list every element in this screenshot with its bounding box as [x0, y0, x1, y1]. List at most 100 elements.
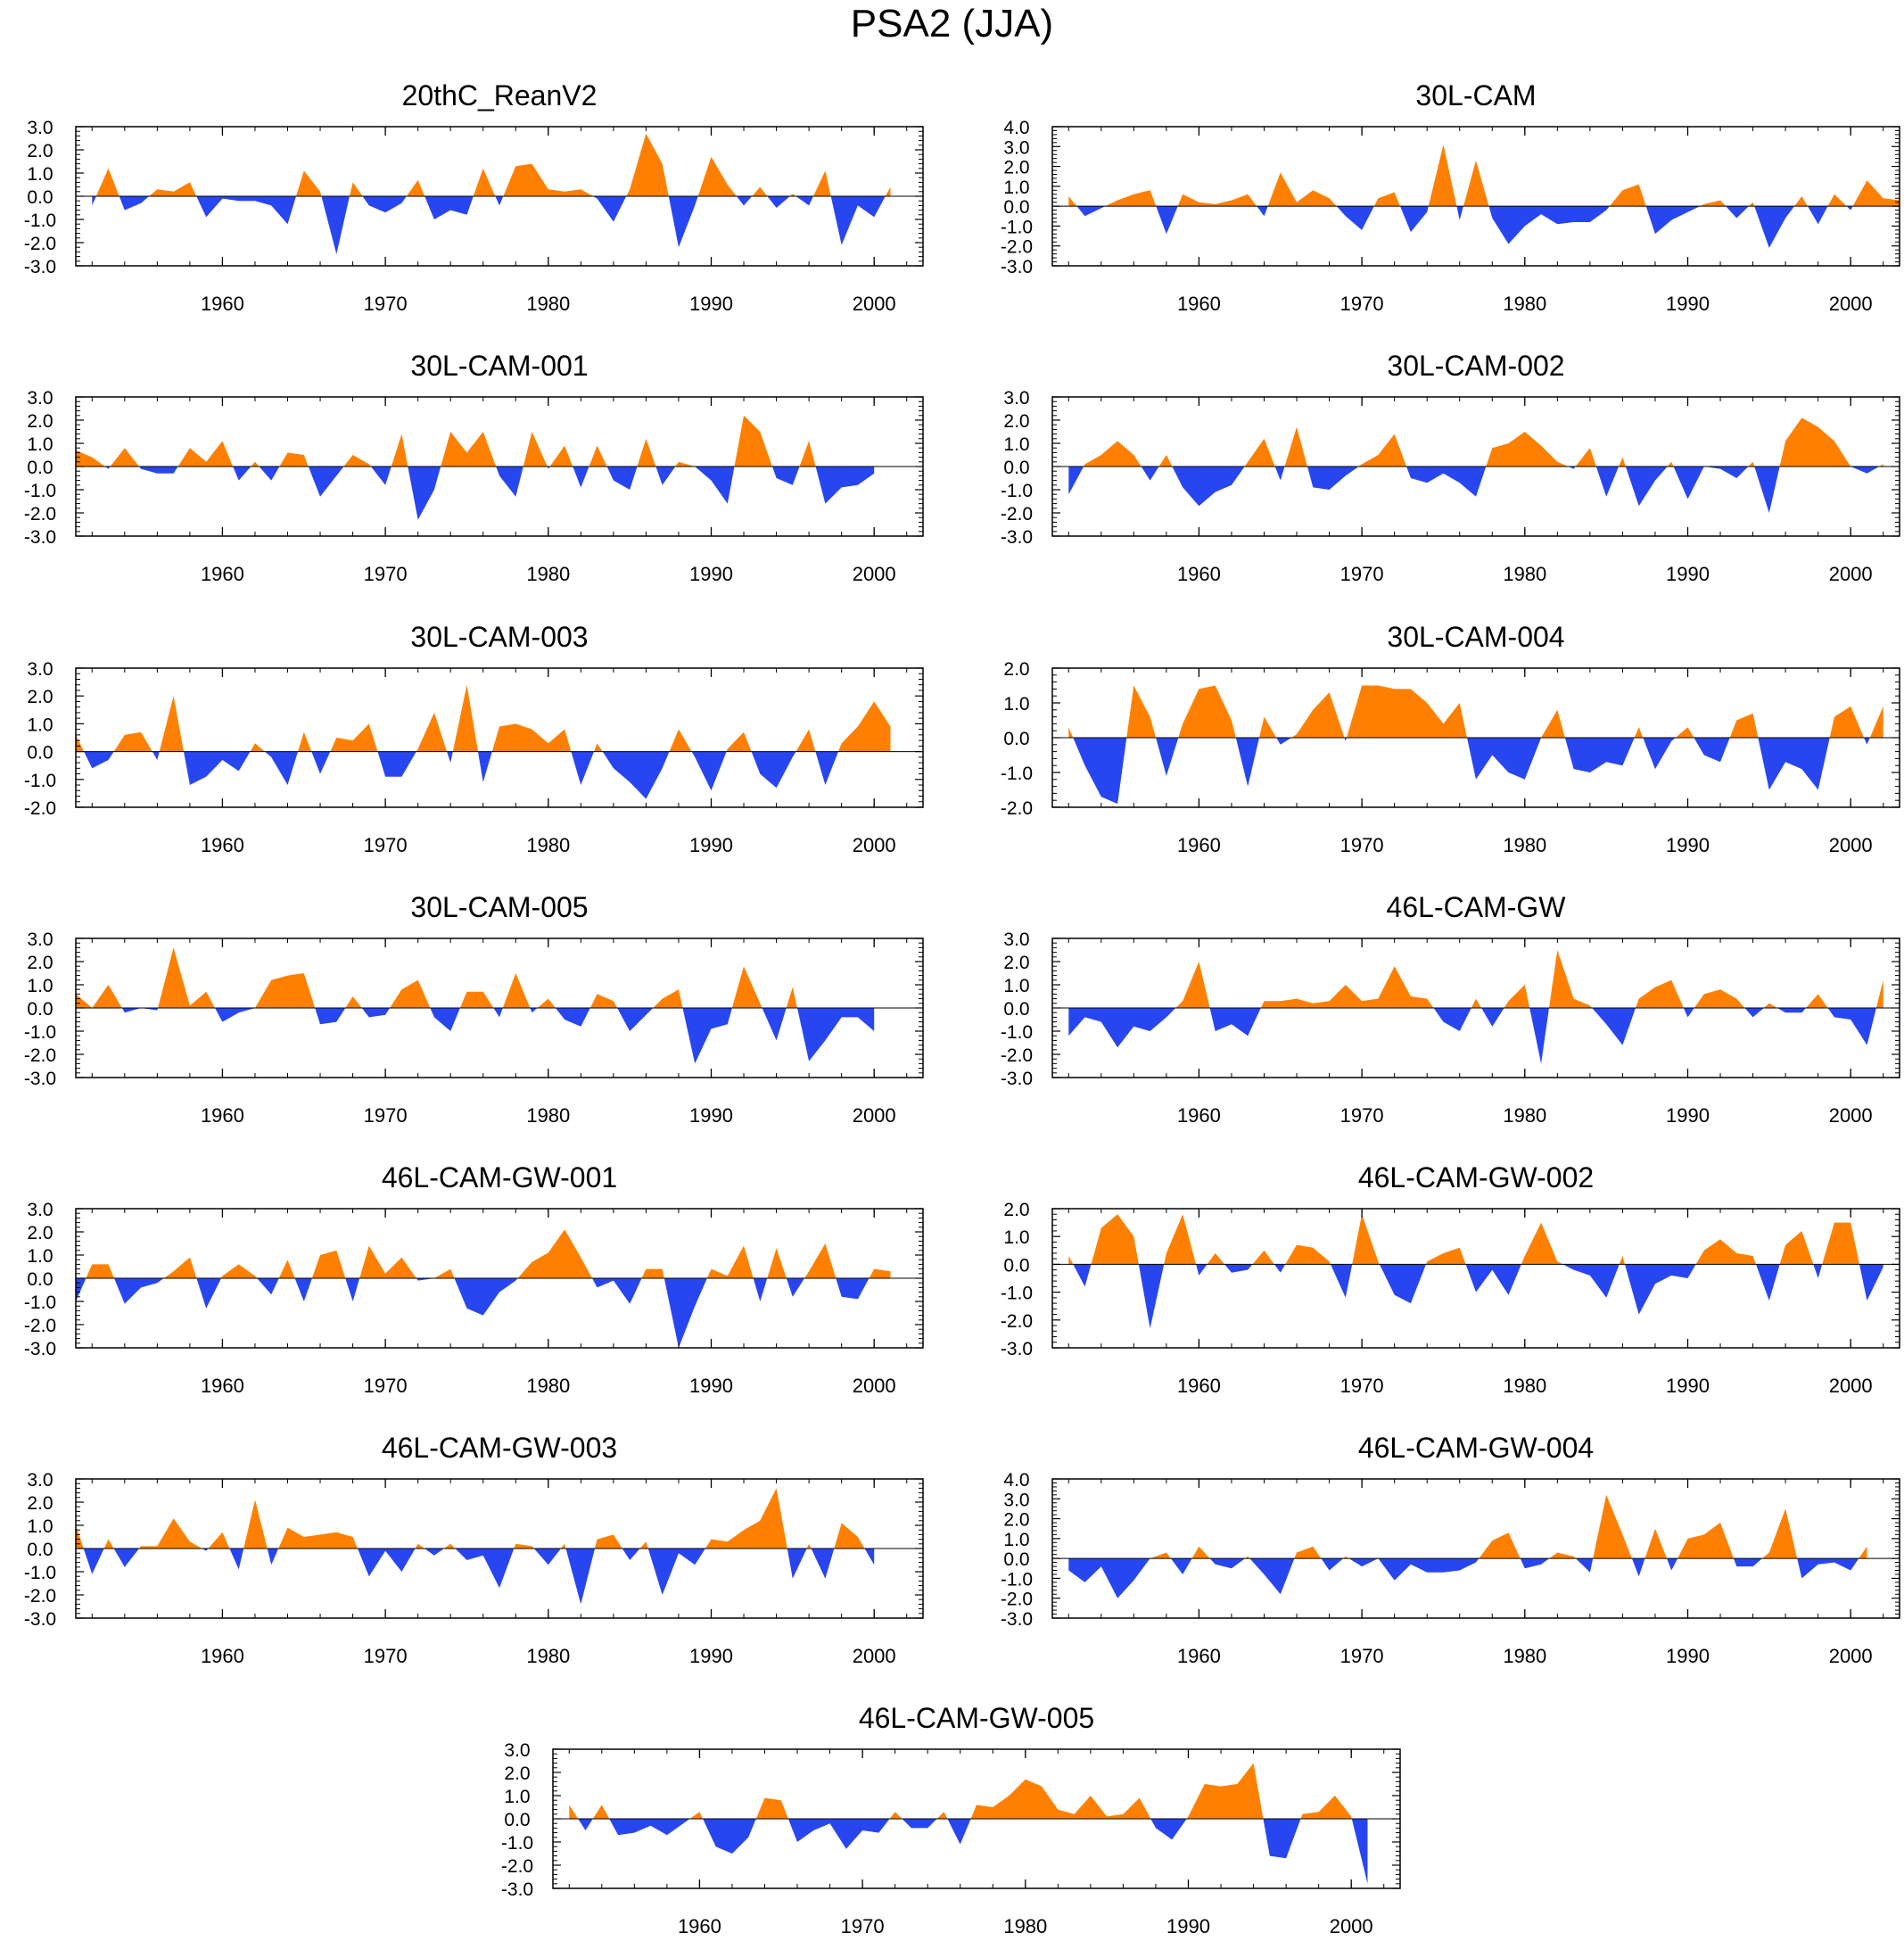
y-tick-label: 2.0 — [27, 953, 53, 973]
negative-anomaly-area — [196, 1278, 222, 1309]
positive-anomaly-area — [279, 452, 309, 467]
x-tick-label: 2000 — [1829, 1375, 1873, 1397]
negative-anomaly-area — [864, 1549, 875, 1565]
negative-anomaly-area — [315, 1008, 346, 1025]
y-tick-label: 1.0 — [1003, 434, 1029, 455]
panel-title: 30L-CAM-005 — [410, 892, 588, 923]
negative-anomaly-area — [495, 196, 504, 206]
negative-anomaly-area — [1481, 1008, 1504, 1027]
y-tick-label: -2.0 — [501, 1856, 533, 1877]
positive-anomaly-area — [159, 696, 184, 752]
negative-anomaly-area — [1273, 1264, 1286, 1273]
x-tick-label: 2000 — [1829, 1645, 1873, 1667]
x-tick-label: 1970 — [1340, 1645, 1384, 1667]
x-tick-label: 1990 — [1166, 1915, 1210, 1937]
positive-anomaly-area — [1762, 1508, 1798, 1559]
positive-anomaly-area — [163, 1257, 197, 1278]
positive-anomaly-area — [1549, 950, 1593, 1008]
negative-anomaly-area — [547, 467, 550, 469]
x-tick-label: 1960 — [201, 1375, 244, 1397]
negative-anomaly-area — [113, 1549, 139, 1567]
x-tick-label: 1960 — [201, 834, 244, 856]
negative-anomaly-area — [264, 751, 298, 785]
y-tick-label: 4.0 — [1003, 1470, 1029, 1491]
negative-anomaly-area — [1827, 1008, 1876, 1045]
negative-anomaly-area — [1141, 467, 1159, 481]
panel-title: 46L-CAM-GW — [1387, 892, 1567, 923]
positive-anomaly-area — [1636, 979, 1684, 1008]
positive-anomaly-area — [838, 701, 891, 752]
negative-anomaly-area — [1756, 1264, 1780, 1301]
y-tick-label: 0.0 — [1003, 1549, 1029, 1570]
positive-anomaly-area — [1267, 172, 1337, 207]
x-tick-label: 1990 — [689, 293, 733, 315]
x-tick-label: 1970 — [1340, 834, 1384, 856]
y-tick-label: 2.0 — [1003, 1510, 1029, 1531]
negative-anomaly-area — [622, 1549, 640, 1560]
negative-anomaly-area — [1196, 1264, 1208, 1276]
negative-anomaly-area — [753, 1278, 768, 1301]
positive-anomaly-area — [1260, 966, 1434, 1008]
negative-anomaly-area — [267, 1549, 279, 1565]
negative-anomaly-area — [947, 1819, 971, 1845]
panel-46L-CAM-GW-002: 46L-CAM-GW-002 2.0 1.0 0.0 -1.0 -2.0 -3.0 1960 1… — [1001, 1162, 1900, 1397]
x-tick-label: 1970 — [1340, 1104, 1384, 1127]
positive-anomaly-area — [537, 998, 556, 1008]
y-tick-label: -1.0 — [501, 1833, 533, 1854]
x-tick-label: 1980 — [526, 834, 570, 856]
x-tick-label: 2000 — [853, 293, 896, 315]
y-tick-label: -3.0 — [1001, 257, 1033, 277]
positive-anomaly-area — [350, 182, 363, 196]
x-tick-label: 2000 — [1330, 1915, 1373, 1937]
negative-anomaly-area — [1777, 1008, 1806, 1013]
negative-anomaly-area — [1575, 1558, 1594, 1573]
negative-anomaly-area — [362, 196, 407, 213]
positive-anomaly-area — [1763, 1003, 1777, 1008]
negative-anomaly-area — [478, 751, 492, 782]
negative-anomaly-area — [1076, 206, 1106, 217]
negative-anomaly-area — [233, 467, 251, 481]
x-tick-label: 1980 — [1003, 1915, 1047, 1937]
negative-anomaly-area — [695, 467, 735, 504]
x-tick-label: 2000 — [853, 1645, 896, 1667]
positive-anomaly-area — [595, 1534, 622, 1549]
x-tick-label: 1990 — [1666, 1645, 1710, 1667]
positive-anomaly-area — [221, 1264, 258, 1278]
negative-anomaly-area — [257, 1278, 279, 1295]
negative-anomaly-area — [1568, 467, 1576, 469]
positive-anomaly-area — [359, 1245, 416, 1278]
positive-anomaly-area — [1091, 1214, 1139, 1265]
negative-anomaly-area — [1209, 1558, 1246, 1569]
negative-anomaly-area — [815, 467, 875, 504]
y-tick-label: 0.0 — [27, 743, 53, 764]
y-tick-label: 1.0 — [27, 164, 53, 185]
y-tick-label: 0.0 — [27, 1269, 53, 1290]
positive-anomaly-area — [76, 985, 122, 1008]
positive-anomaly-area — [1150, 1552, 1171, 1559]
y-tick-label: -1.0 — [24, 1293, 56, 1313]
positive-anomaly-area — [639, 1541, 648, 1549]
x-tick-label: 1960 — [201, 563, 244, 585]
positive-anomaly-area — [1859, 1546, 1867, 1559]
y-tick-label: 0.0 — [27, 458, 53, 478]
negative-anomaly-area — [92, 196, 96, 206]
panel-title: 30L-CAM — [1415, 80, 1536, 112]
negative-anomaly-area — [424, 196, 474, 219]
positive-anomaly-area — [452, 684, 478, 752]
negative-anomaly-area — [496, 467, 523, 497]
positive-anomaly-area — [502, 973, 531, 1008]
negative-anomaly-area — [682, 1008, 732, 1064]
y-tick-label: 0.0 — [1003, 458, 1029, 478]
negative-anomaly-area — [1726, 206, 1749, 219]
x-tick-label: 1960 — [1177, 293, 1221, 315]
negative-anomaly-area — [655, 467, 676, 485]
positive-anomaly-area — [1285, 1244, 1331, 1265]
y-tick-label: -1.0 — [24, 481, 56, 501]
negative-anomaly-area — [1068, 1008, 1176, 1048]
positive-anomaly-area — [76, 450, 105, 467]
y-tick-label: 3.0 — [27, 1200, 53, 1220]
positive-anomaly-area — [1068, 1256, 1074, 1265]
negative-anomaly-area — [1406, 467, 1487, 497]
negative-anomaly-area — [815, 751, 838, 785]
negative-anomaly-area — [1170, 1558, 1192, 1574]
